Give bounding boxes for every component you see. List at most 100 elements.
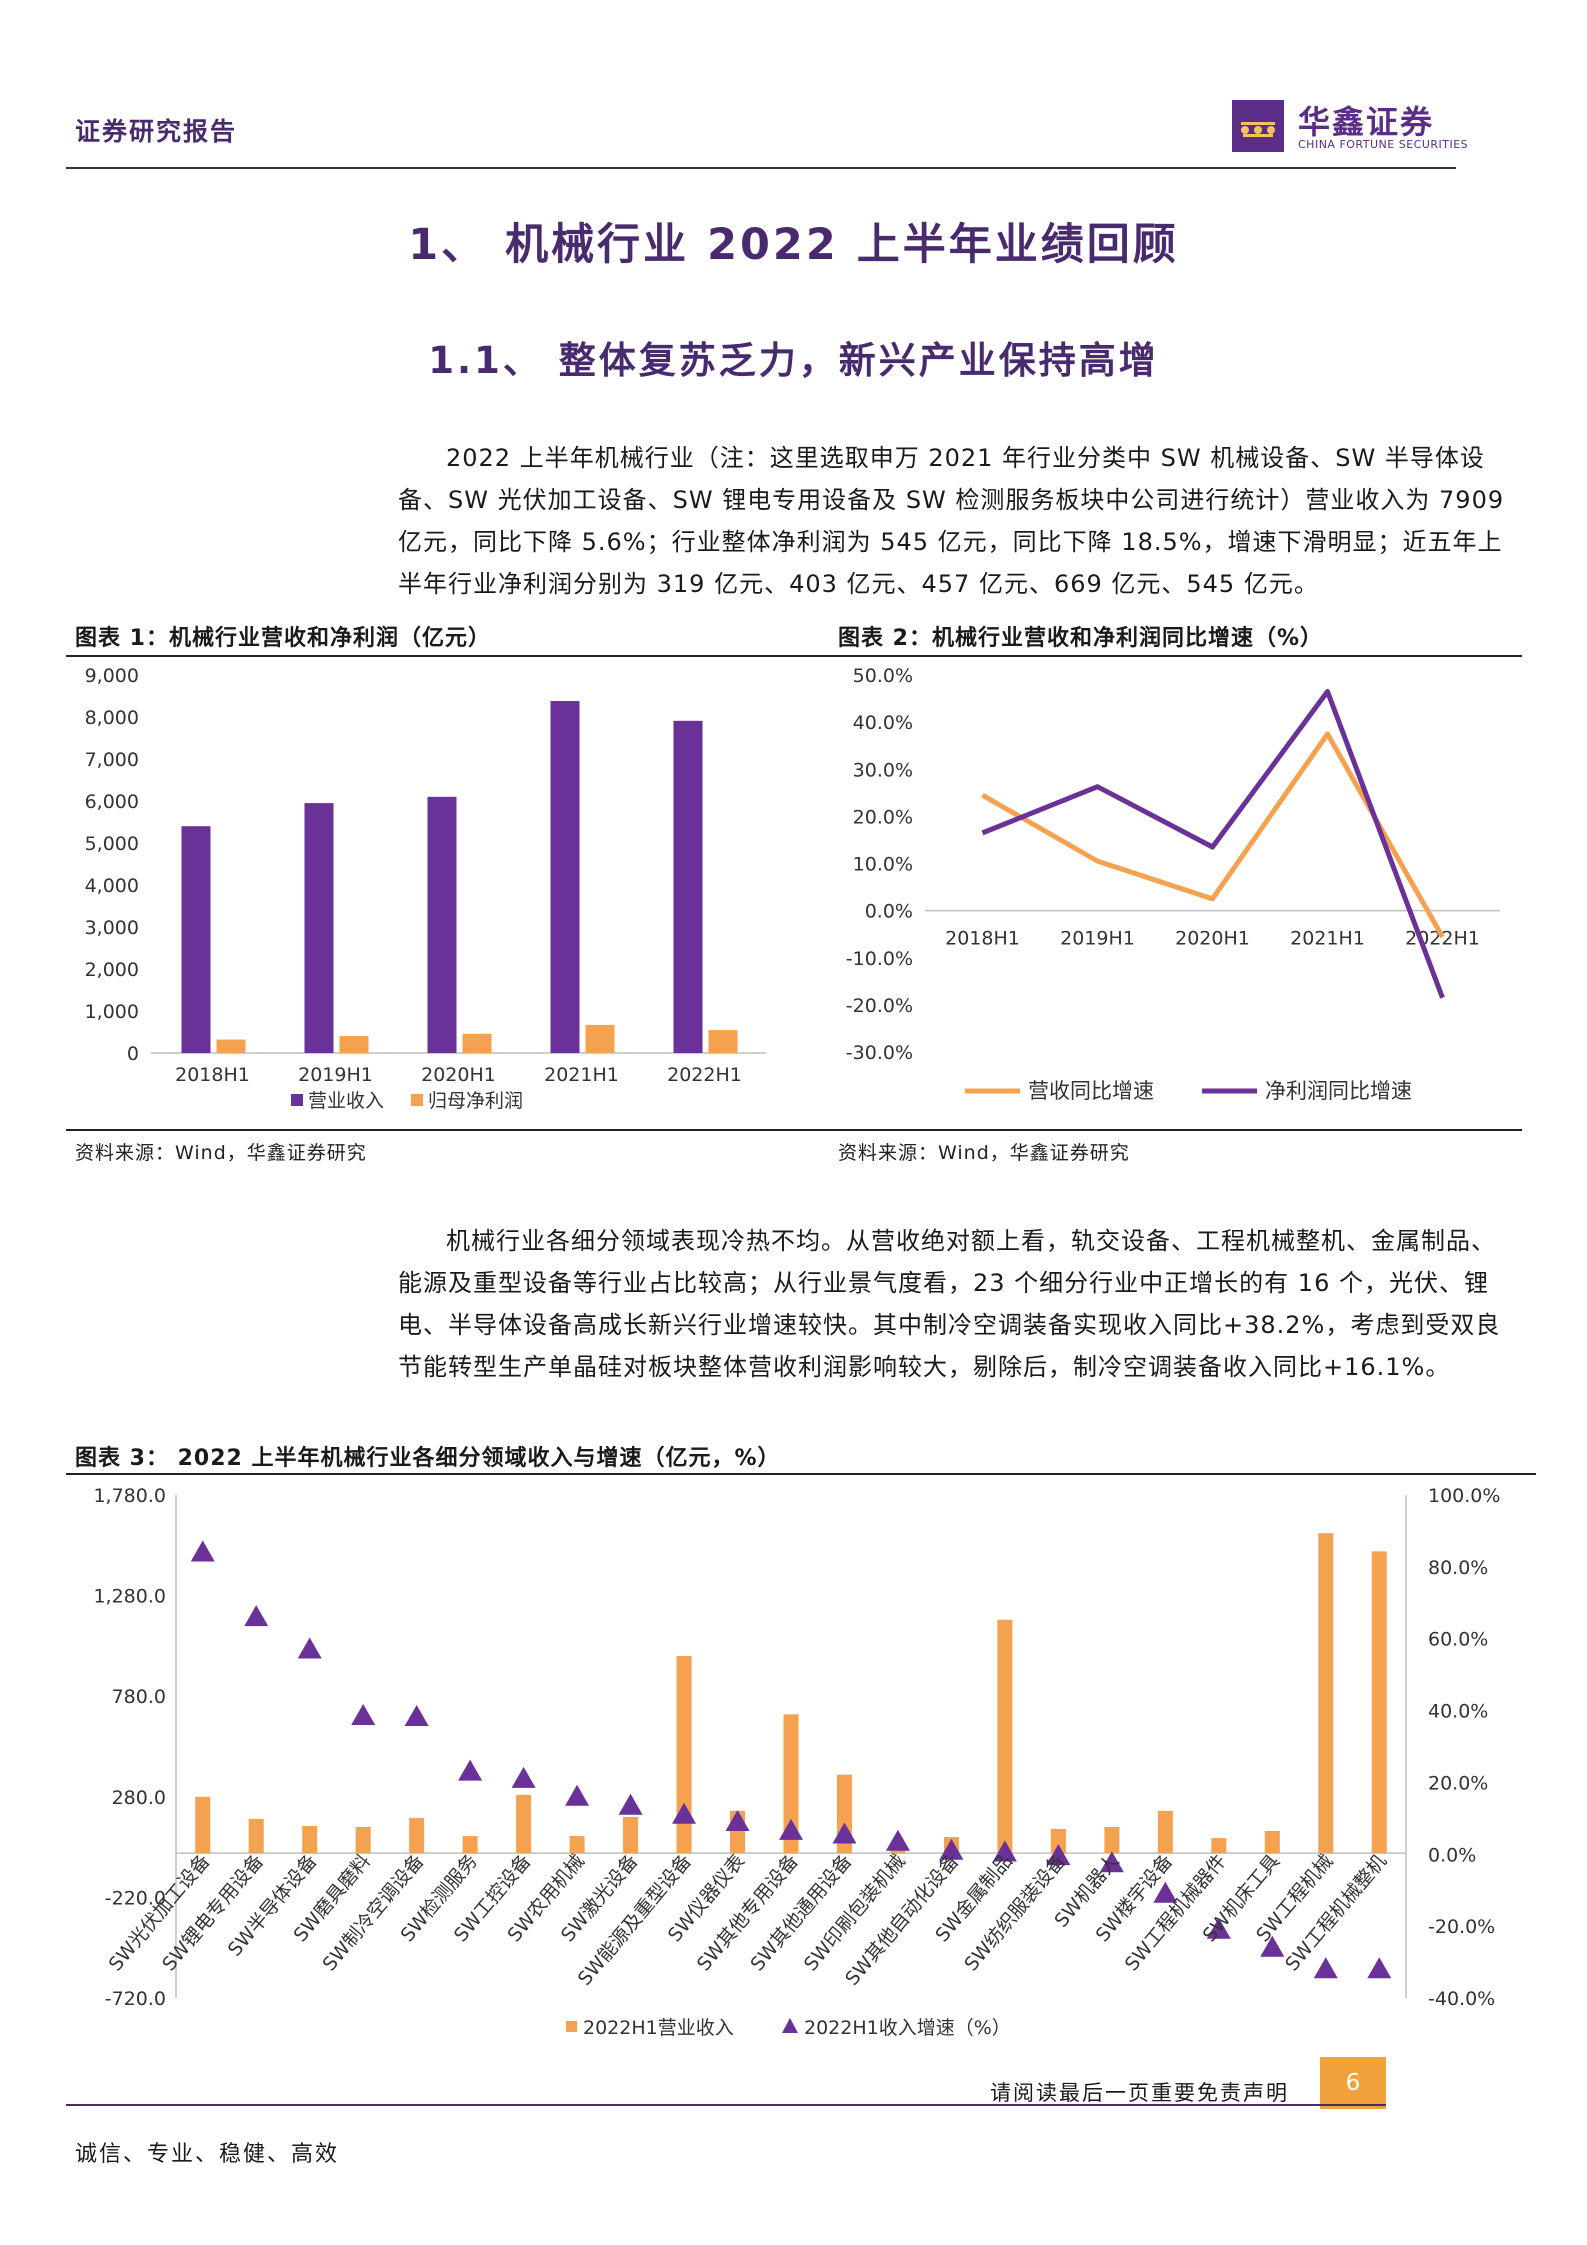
bar-revenue <box>569 1836 585 1854</box>
bar-net-profit <box>216 1039 246 1053</box>
marker-growth <box>511 1766 536 1788</box>
marker-growth <box>565 1784 590 1806</box>
bar-revenue <box>304 803 334 1053</box>
y-tick-label: -20.0% <box>846 995 913 1017</box>
marker-growth <box>1046 1844 1071 1866</box>
x-tick-label: 2020H1 <box>421 1064 496 1086</box>
legend-label: 营收同比增速 <box>1028 1079 1154 1103</box>
bar-revenue <box>1157 1810 1173 1854</box>
brand-name-en: CHINA FORTUNE SECURITIES <box>1298 138 1469 151</box>
marker-growth <box>1099 1851 1124 1873</box>
legend-label: 归母净利润 <box>428 1090 523 1112</box>
y-tick-label: 1,780.0 <box>93 1485 166 1507</box>
y-tick-label: 9,000 <box>85 665 139 687</box>
bar-revenue <box>1371 1551 1387 1854</box>
x-tick-label: 2019H1 <box>298 1064 373 1086</box>
figure-top-rule <box>66 655 1522 657</box>
x-tick-label: 2018H1 <box>945 928 1020 950</box>
intro-paragraph: 2022 上半年机械行业（注：这里选取申万 2021 年行业分类中 SW 机械设… <box>398 437 1516 605</box>
legend-marker <box>782 2018 798 2033</box>
marker-growth <box>939 1838 964 1860</box>
bar-revenue <box>195 1796 211 1854</box>
marker-growth <box>351 1703 376 1725</box>
y-tick-label: 3,000 <box>85 917 139 939</box>
y2-tick-label: 60.0% <box>1428 1629 1488 1651</box>
marker-growth <box>297 1637 322 1659</box>
y-tick-label: 50.0% <box>853 665 913 687</box>
bar-net-profit <box>708 1030 738 1053</box>
bar-revenue <box>1264 1831 1280 1854</box>
x-tick-label: 2019H1 <box>1060 928 1135 950</box>
bar-revenue <box>623 1816 639 1854</box>
figure-2-chart: -30.0% -20.0% -10.0% 0.0% 10.0% 20.0% 30.0% 40.… <box>846 665 1500 1103</box>
figure-2-source: 资料来源：Wind，华鑫证券研究 <box>838 1142 1130 1164</box>
bar-revenue <box>355 1826 371 1854</box>
marker-growth <box>1313 1957 1338 1979</box>
y2-tick-label: 100.0% <box>1428 1485 1500 1507</box>
marker-growth <box>885 1829 910 1851</box>
y2-tick-label: 20.0% <box>1428 1772 1488 1794</box>
bar-revenue <box>516 1794 532 1854</box>
y-tick-label: 7,000 <box>85 749 139 771</box>
legend-label: 2022H1收入增速（%） <box>804 2017 1011 2039</box>
bar-revenue <box>1318 1533 1334 1854</box>
x-tick-label: 2021H1 <box>1290 928 1365 950</box>
y-tick-label: 0 <box>127 1043 139 1065</box>
bar-net-profit <box>585 1024 615 1053</box>
legend-label: 营业收入 <box>308 1090 384 1112</box>
y-tick-label: 40.0% <box>853 712 913 734</box>
y-tick-label: 0.0% <box>865 901 913 923</box>
bar-revenue <box>676 1655 692 1854</box>
figure-1-title: 图表 1：机械行业营收和净利润（亿元） <box>75 626 491 651</box>
y2-tick-label: 40.0% <box>1428 1701 1488 1723</box>
x-tick-label: 2018H1 <box>175 1064 250 1086</box>
footer-motto: 诚信、专业、稳健、高效 <box>75 2142 340 2167</box>
marker-growth <box>618 1793 643 1815</box>
marker-growth <box>779 1818 803 1840</box>
bar-revenue <box>302 1825 318 1854</box>
paragraph-text: 2022 上半年机械行业（注：这里选取申万 2021 年行业分类中 SW 机械设… <box>398 444 1505 598</box>
series-line-profit-growth <box>981 688 1445 999</box>
legend-swatch <box>566 2021 577 2032</box>
y-tick-label: -220.0 <box>105 1887 166 1909</box>
y-tick-label: -30.0% <box>846 1042 913 1064</box>
marker-growth <box>404 1705 429 1727</box>
report-type: 证券研究报告 <box>75 117 238 146</box>
analysis-paragraph: 机械行业各细分领域表现冷热不均。从营收绝对额上看，轨交设备、工程机械整机、金属制… <box>398 1220 1516 1388</box>
x-tick-label: SW工程机械整机 <box>1281 1850 1391 1975</box>
marker-growth <box>1260 1935 1285 1957</box>
y-tick-label: -720.0 <box>105 1988 166 2010</box>
bar-revenue <box>248 1818 264 1854</box>
marker-growth <box>458 1759 483 1781</box>
footer-divider <box>66 2104 1386 2106</box>
figure-3-title: 图表 3： 2022 上半年机械行业各细分领域收入与增速（亿元，%） <box>75 1446 781 1471</box>
x-tick-label: 2022H1 <box>667 1064 742 1086</box>
x-tick-label: 2021H1 <box>544 1064 619 1086</box>
bar-revenue <box>462 1836 478 1854</box>
bar-revenue <box>181 826 211 1053</box>
y2-tick-label: -20.0% <box>1428 1916 1495 1938</box>
bar-revenue <box>550 701 580 1053</box>
brand-logo-icon <box>1232 100 1284 152</box>
y-tick-label: 5,000 <box>85 833 139 855</box>
header-divider <box>66 167 1456 169</box>
bar-revenue <box>1104 1826 1120 1854</box>
y-tick-label: 30.0% <box>853 759 913 781</box>
disclaimer-note: 请阅读最后一页重要免责声明 <box>990 2081 1289 2105</box>
marker-growth <box>725 1809 750 1831</box>
figure-1-chart: 0 1,000 2,000 3,000 4,000 5,000 6,000 7,000 8,00… <box>85 665 766 1112</box>
y-tick-label: 8,000 <box>85 707 139 729</box>
y-tick-label: 2,000 <box>85 959 139 981</box>
legend-label: 净利润同比增速 <box>1265 1079 1412 1103</box>
figure-2-title: 图表 2：机械行业营收和净利润同比增速（%） <box>838 626 1324 651</box>
y2-tick-label: 0.0% <box>1428 1844 1476 1866</box>
bar-revenue <box>1050 1828 1066 1854</box>
series-line-revenue-growth <box>981 731 1445 939</box>
bar-revenue <box>673 720 703 1053</box>
marker-growth <box>190 1540 215 1562</box>
legend-label: 2022H1营业收入 <box>583 2017 734 2039</box>
bar-revenue <box>997 1619 1013 1854</box>
paragraph-text: 机械行业各细分领域表现冷热不均。从营收绝对额上看，轨交设备、工程机械整机、金属制… <box>398 1227 1501 1381</box>
y-tick-label: 280.0 <box>112 1787 166 1809</box>
y2-tick-label: -40.0% <box>1428 1988 1495 2010</box>
